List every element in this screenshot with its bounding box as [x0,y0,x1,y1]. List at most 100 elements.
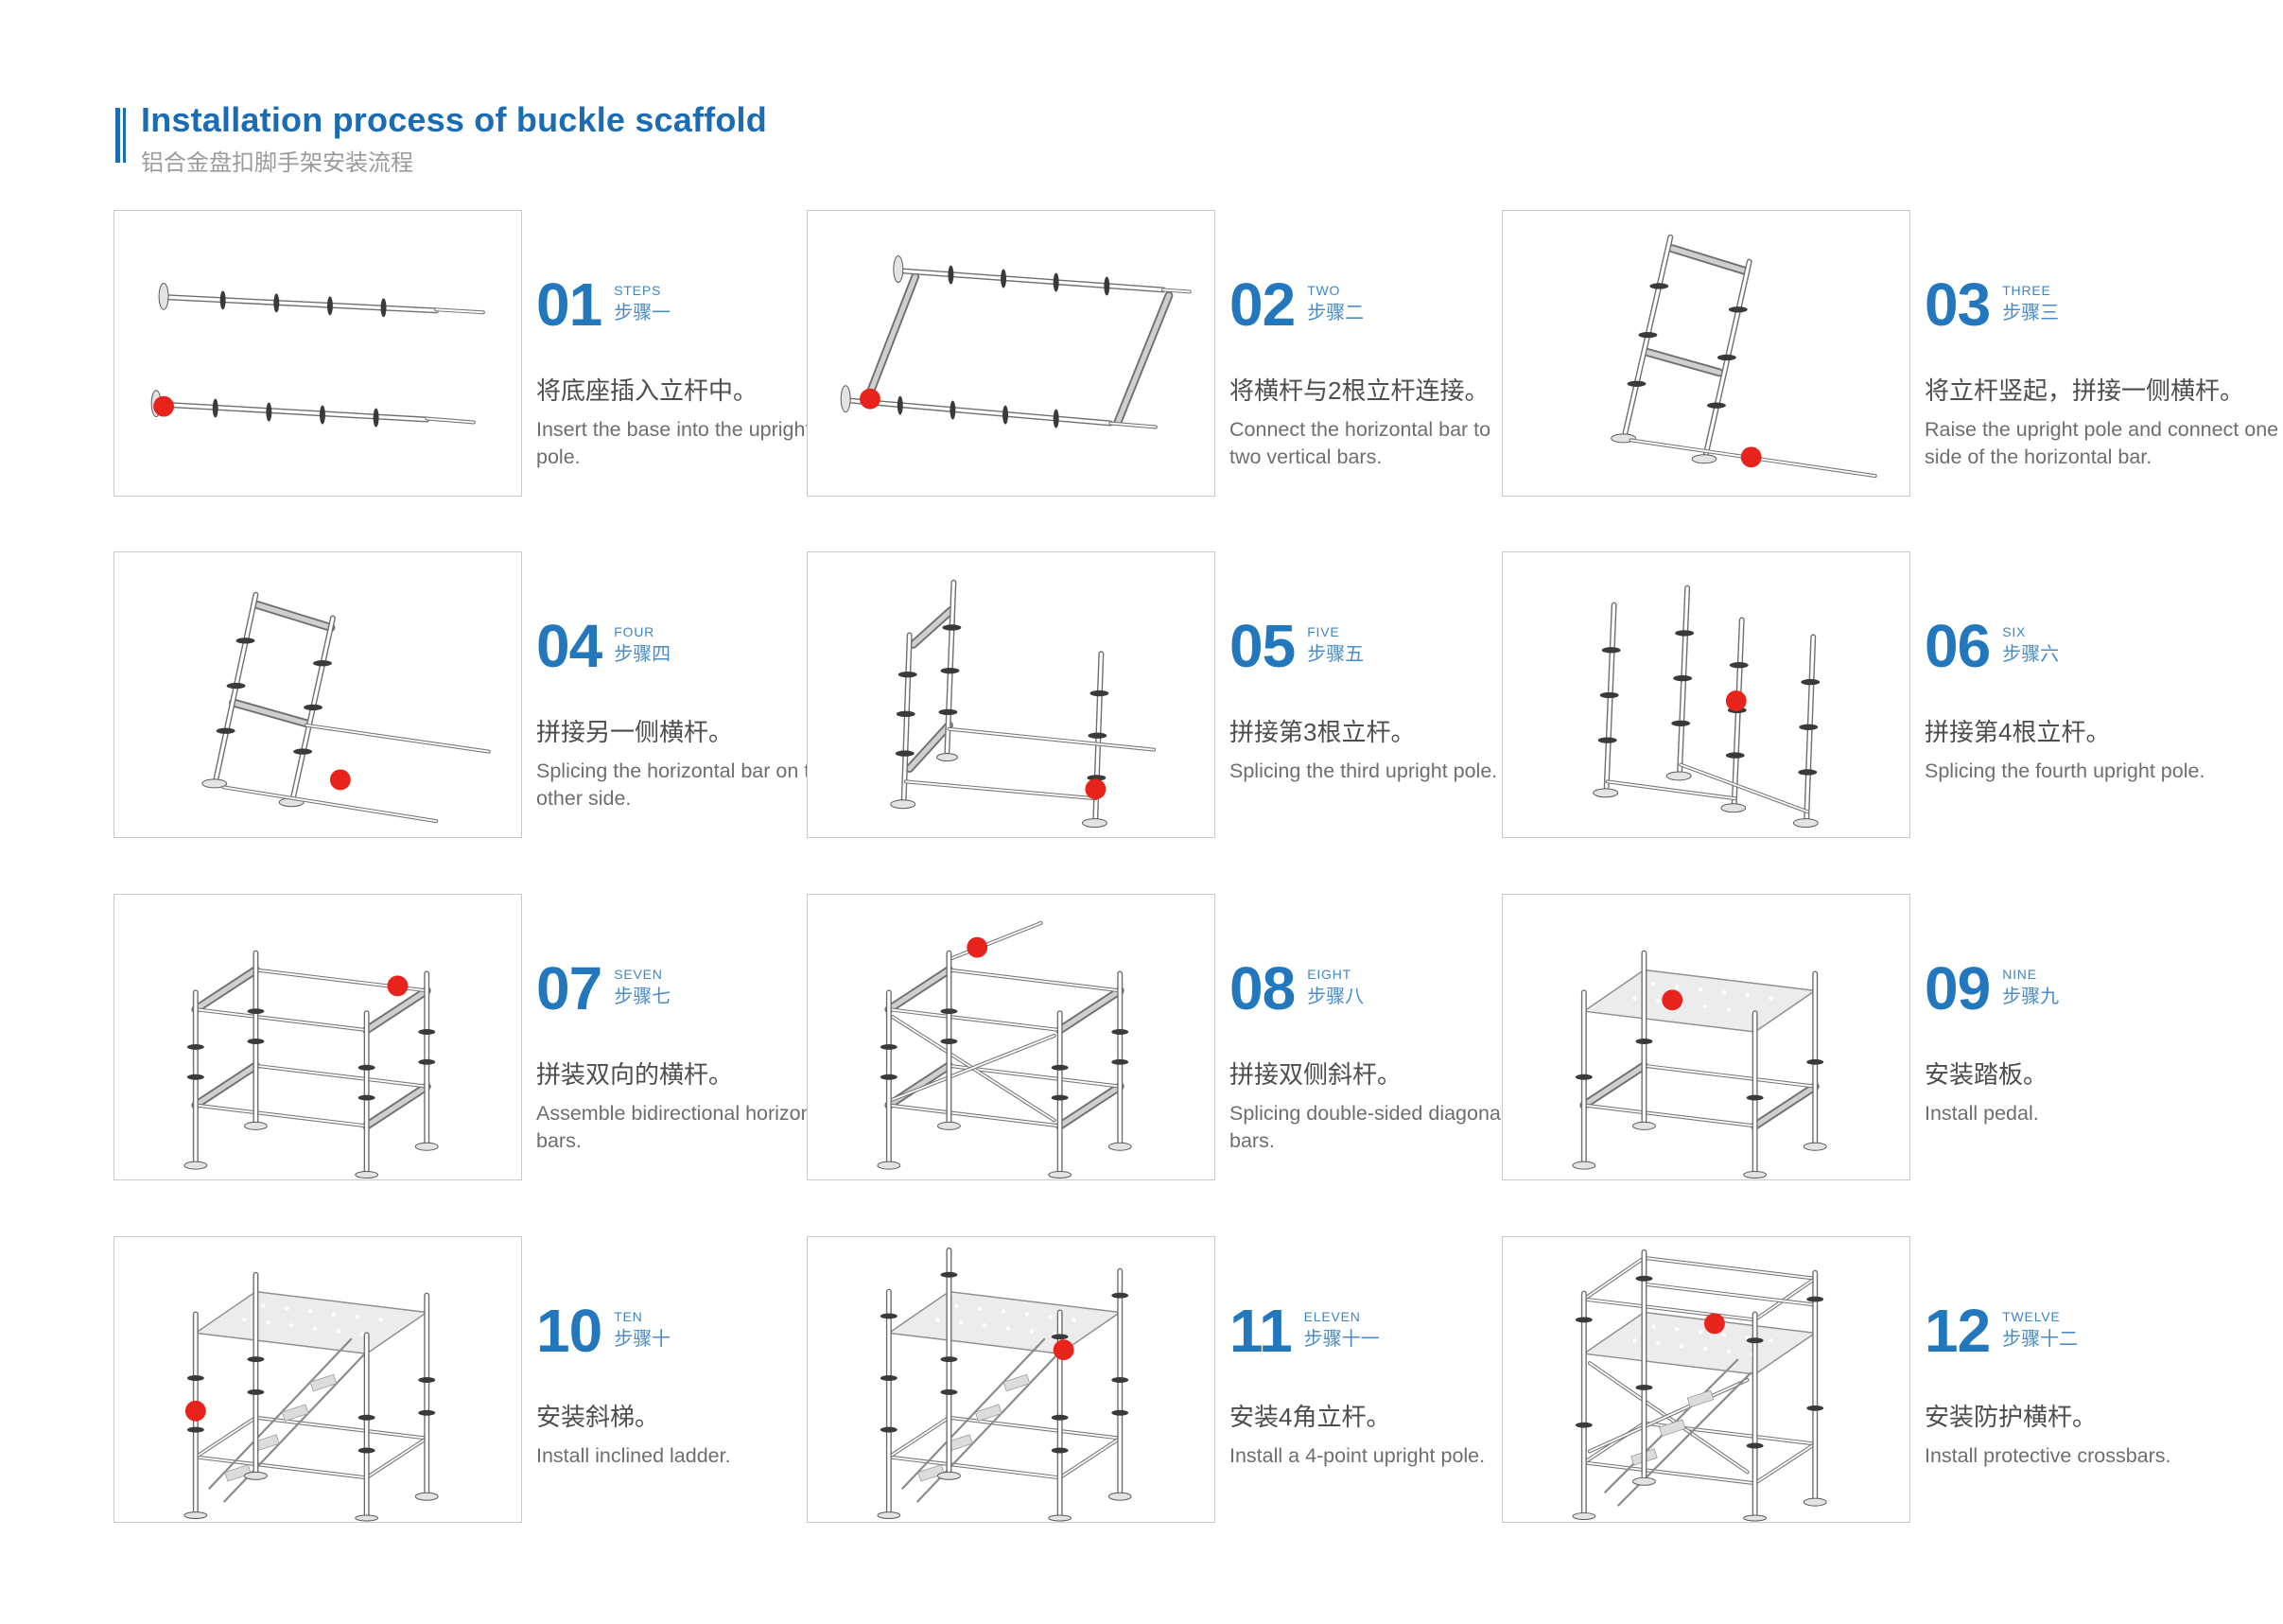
step-number: 02 [1229,271,1296,339]
marker-dot [1662,989,1683,1011]
step-label-cn: 步骤五 [1307,643,1365,665]
step-03-card: 03 THREE 步骤三 将立杆竖起，拼接一侧横杆。 Raise the upr… [1502,210,2278,552]
step-03-illustration [1611,234,1877,479]
step-desc-en: Install protective crossbars. [1925,1443,2171,1467]
step-number: 11 [1229,1297,1293,1365]
step-number: 09 [1925,954,1991,1022]
step-09-image [1502,894,1910,1180]
step-label-cn: 步骤十二 [2002,1328,2079,1350]
step-label-cn: 步骤一 [614,302,671,323]
step-11-illustration [877,1247,1132,1522]
step-02-card: 02 TWO 步骤二 将横杆与2根立杆连接。 Connect the horiz… [807,210,1500,552]
step-desc-en: Install pedal. [1925,1101,2039,1125]
marker-dot [1704,1313,1725,1335]
step-label-en: ELEVEN [1303,1309,1361,1324]
step-label-cn: 步骤九 [2002,986,2060,1007]
marker-dot [860,388,880,410]
step-desc-en: Splicing the third upright pole. [1229,759,1498,782]
step-02-illustration [840,255,1192,429]
marker-dot [1725,690,1747,711]
step-07-illustration [183,950,439,1179]
step-label-en: FIVE [1307,624,1340,639]
step-07-image [113,894,522,1180]
step-04-image [113,551,522,838]
step-header: 02 TWO 步骤二 [1229,271,1527,339]
step-desc-cn: 拼接第3根立杆。 [1229,717,1416,746]
step-desc-cn: 拼接双侧斜杆。 [1229,1059,1403,1089]
step-12-illustration [1572,1249,1827,1522]
step-number: 03 [1925,271,1991,339]
page-header: Installation process of buckle scaffold … [115,102,767,177]
step-number: 12 [1925,1297,1991,1365]
page-subtitle-cn: 铝合金盘扣脚手架安装流程 [141,149,413,176]
step-header: 10 TEN 步骤十 [536,1297,834,1365]
step-desc-cn: 安装踏板。 [1925,1059,2048,1089]
step-desc-en: Splicing the fourth upright pole. [1925,759,2205,782]
step-desc-cn: 拼接另一侧横杆。 [536,717,734,746]
step-desc-en: Install a 4-point upright pole. [1229,1443,1486,1467]
step-label-cn: 步骤十 [614,1328,671,1350]
step-08-card: 08 EIGHT 步骤八 拼接双侧斜杆。 Splicing double-sid… [807,894,1506,1236]
step-desc-en: Splicing the horizontal bar on the other… [536,759,833,811]
step-header: 03 THREE 步骤三 [1925,271,2282,339]
step-number: 01 [536,271,602,339]
step-header: 05 FIVE 步骤五 [1229,612,1527,680]
step-desc-cn: 将底座插入立杆中。 [536,375,758,405]
marker-dot [329,769,351,791]
step-number: 05 [1229,612,1296,680]
marker-dot [153,395,175,417]
step-05-card: 05 FIVE 步骤五 拼接第3根立杆。 Splicing the third … [807,551,1500,894]
marker-dot [1740,446,1762,468]
step-label-en: SIX [2002,624,2027,639]
step-09-card: 09 NINE 步骤九 安装踏板。 Install pedal. [1502,894,2195,1236]
step-header: 11 ELEVEN 步骤十一 [1229,1297,1527,1365]
step-number: 07 [536,954,602,1022]
marker-dot [387,975,409,997]
step-02-image [807,210,1215,497]
page-title: Installation process of buckle scaffold [141,100,767,139]
step-11-image [807,1236,1215,1523]
step-label-cn: 步骤六 [2002,643,2060,665]
step-label-cn: 步骤三 [2002,302,2060,323]
step-01-card: 01 STEPS 步骤一 将底座插入立杆中。 Insert the base i… [113,210,810,552]
step-06-card: 06 SIX 步骤六 拼接第4根立杆。 Splicing the fourth … [1502,551,2205,894]
step-label-en: TWO [1307,283,1341,298]
step-label-en: TWELVE [2002,1309,2061,1324]
step-label-en: STEPS [614,283,662,298]
step-10-image [113,1236,522,1523]
marker-dot [1085,778,1107,800]
step-desc-cn: 将立杆竖起，拼接一侧横杆。 [1925,375,2245,405]
step-08-illustration [877,920,1132,1179]
step-desc-cn: 安装4角立杆。 [1229,1402,1391,1431]
step-label-en: SEVEN [614,967,663,982]
step-label-cn: 步骤八 [1307,986,1365,1007]
step-desc-cn: 安装斜梯。 [536,1402,660,1431]
step-12-card: 12 TWELVE 步骤十二 安装防护横杆。 Install protectiv… [1502,1236,2195,1579]
step-desc-cn: 拼接第4根立杆。 [1925,717,2111,746]
step-number: 08 [1229,954,1296,1022]
step-05-illustration [890,579,1156,829]
step-05-image [807,551,1215,838]
step-desc-en: Connect the horizontal bar to two vertic… [1229,417,1491,469]
step-09-illustration [1572,950,1827,1179]
step-desc-cn: 拼装双向的横杆。 [536,1059,734,1089]
step-label-cn: 步骤十一 [1303,1328,1380,1350]
step-number: 10 [536,1297,602,1365]
step-label-en: TEN [614,1309,643,1324]
step-12-image [1502,1236,1910,1523]
marker-dot [184,1400,206,1422]
marker-dot [1053,1339,1074,1361]
step-desc-en: Insert the base into the upright pole. [536,417,811,469]
step-header: 01 STEPS 步骤一 [536,271,834,339]
step-header: 09 NINE 步骤九 [1925,954,2282,1022]
step-06-illustration [1593,585,1821,829]
title-accent-bars [115,108,126,163]
step-06-image [1502,551,1910,838]
step-desc-en: Install inclined ladder. [536,1443,731,1467]
step-label-en: NINE [2002,967,2037,982]
step-desc-cn: 将横杆与2根立杆连接。 [1229,375,1490,405]
step-header: 04 FOUR 步骤四 [536,616,834,676]
step-header: 08 EIGHT 步骤八 [1229,954,1527,1022]
step-04-illustration [201,591,491,824]
